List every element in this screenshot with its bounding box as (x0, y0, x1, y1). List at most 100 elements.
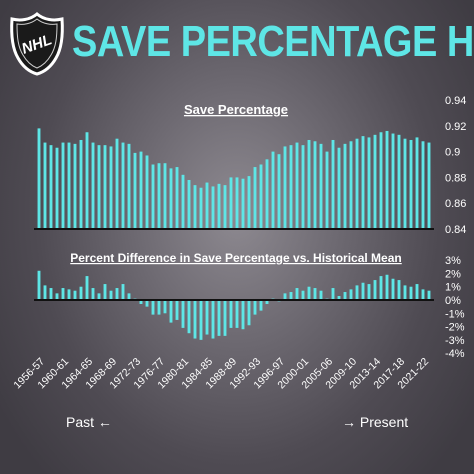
chart1-bar (373, 134, 377, 229)
chart1-bar (247, 176, 251, 229)
chart2-bar (169, 300, 173, 323)
chart1-bar (91, 142, 95, 229)
chart1-bar (199, 187, 203, 229)
chart2-bar (337, 296, 341, 300)
chart2-bar (43, 285, 47, 300)
chart1-bar (157, 163, 161, 229)
chart1-bar (73, 143, 77, 229)
chart2-bar (397, 280, 401, 300)
chart2-bar (301, 290, 305, 300)
chart2-bar (115, 288, 119, 300)
chart1-ytick-label: 0.84 (445, 224, 466, 236)
chart1-bar (337, 147, 341, 229)
chart2-bar (217, 300, 221, 336)
chart2-bar (415, 284, 419, 300)
chart1-bar (391, 133, 395, 229)
chart2-ytick-label: 3% (445, 255, 461, 267)
chart2-bar (37, 270, 41, 300)
chart1-bar (349, 141, 353, 229)
chart2-bar (163, 300, 167, 314)
chart1-bar (307, 139, 311, 229)
chart1-bar (283, 146, 287, 229)
chart1-bar (235, 177, 239, 229)
chart2-bar (253, 300, 257, 315)
chart1-bar (241, 178, 245, 229)
chart2-bar (403, 285, 407, 300)
chart1-bar (367, 137, 371, 229)
chart1-bar (211, 186, 215, 229)
chart1-bar (331, 139, 335, 229)
chart1-bar (205, 182, 209, 229)
chart1-bar (301, 145, 305, 229)
chart1-bar (355, 138, 359, 229)
chart2-bar (121, 284, 125, 300)
chart1-bar (97, 145, 101, 229)
chart2-bar (385, 274, 389, 300)
chart2-ytick-label: 1% (445, 282, 461, 294)
chart2-bar (85, 276, 89, 300)
chart2-bar (157, 300, 161, 315)
chart1-bar (109, 146, 113, 229)
chart1-bar (265, 159, 269, 229)
chart1-bar (223, 185, 227, 229)
chart1-ytick-label: 0.88 (445, 172, 466, 184)
chart2-bar (241, 300, 245, 330)
chart2-bar (391, 278, 395, 300)
chart1-bar (67, 142, 71, 229)
chart2-bar (91, 288, 95, 300)
chart2-bar (265, 300, 269, 304)
chart1-bar (361, 136, 365, 229)
chart1-bar (175, 167, 179, 229)
chart2-bar (103, 284, 107, 300)
chart1-bar (415, 137, 419, 229)
chart2-bar (109, 290, 113, 300)
chart1-bar (103, 145, 107, 229)
chart2-title: Percent Difference in Save Percentage vs… (70, 251, 401, 265)
chart2-ytick-label: -2% (445, 322, 465, 334)
chart2-bar (289, 292, 293, 300)
chart2-bar (319, 290, 323, 300)
chart1-bar (271, 151, 275, 229)
chart2-bar (355, 285, 359, 300)
chart1-bar (217, 183, 221, 229)
chart2-bar (73, 290, 77, 300)
chart1-bar (325, 151, 329, 229)
chart2-bar (331, 288, 335, 300)
chart1-bar (37, 128, 41, 229)
chart2-bar (181, 300, 185, 328)
chart1-bar (385, 130, 389, 229)
chart1-bar (289, 145, 293, 229)
chart1-bar (193, 185, 197, 229)
chart1-ytick-label: 0.9 (445, 147, 460, 159)
chart2-ytick-label: -4% (445, 348, 465, 360)
chart2-bar (67, 289, 71, 300)
chart2-bar (247, 300, 251, 326)
chart2-bar (367, 284, 371, 300)
chart2-bar (361, 282, 365, 300)
chart1-bar (295, 142, 299, 229)
chart2-bar (151, 300, 155, 315)
chart2-bar (199, 300, 203, 340)
chart1-bar (163, 163, 167, 229)
chart2-bar (229, 300, 233, 328)
chart2-ytick-label: -1% (445, 308, 465, 320)
chart2-bar (307, 286, 311, 300)
chart2-bar (379, 276, 383, 300)
chart2-bar (79, 286, 83, 300)
chart2-bar (187, 300, 191, 334)
chart2-bar (349, 289, 353, 300)
chart1-bar (61, 142, 65, 229)
chart2-bar (55, 293, 59, 300)
chart1-bar (187, 179, 191, 229)
chart1-bar (133, 152, 137, 229)
chart1-bar (145, 155, 149, 229)
chart1-bar (259, 164, 263, 229)
chart2-bar (313, 288, 317, 300)
chart1-ytick-label: 0.86 (445, 198, 466, 210)
chart1-bar (313, 141, 317, 229)
chart1-bar (151, 164, 155, 229)
chart1-title: Save Percentage (184, 102, 288, 117)
chart2-bar (205, 300, 209, 335)
chart1-bar (121, 142, 125, 229)
